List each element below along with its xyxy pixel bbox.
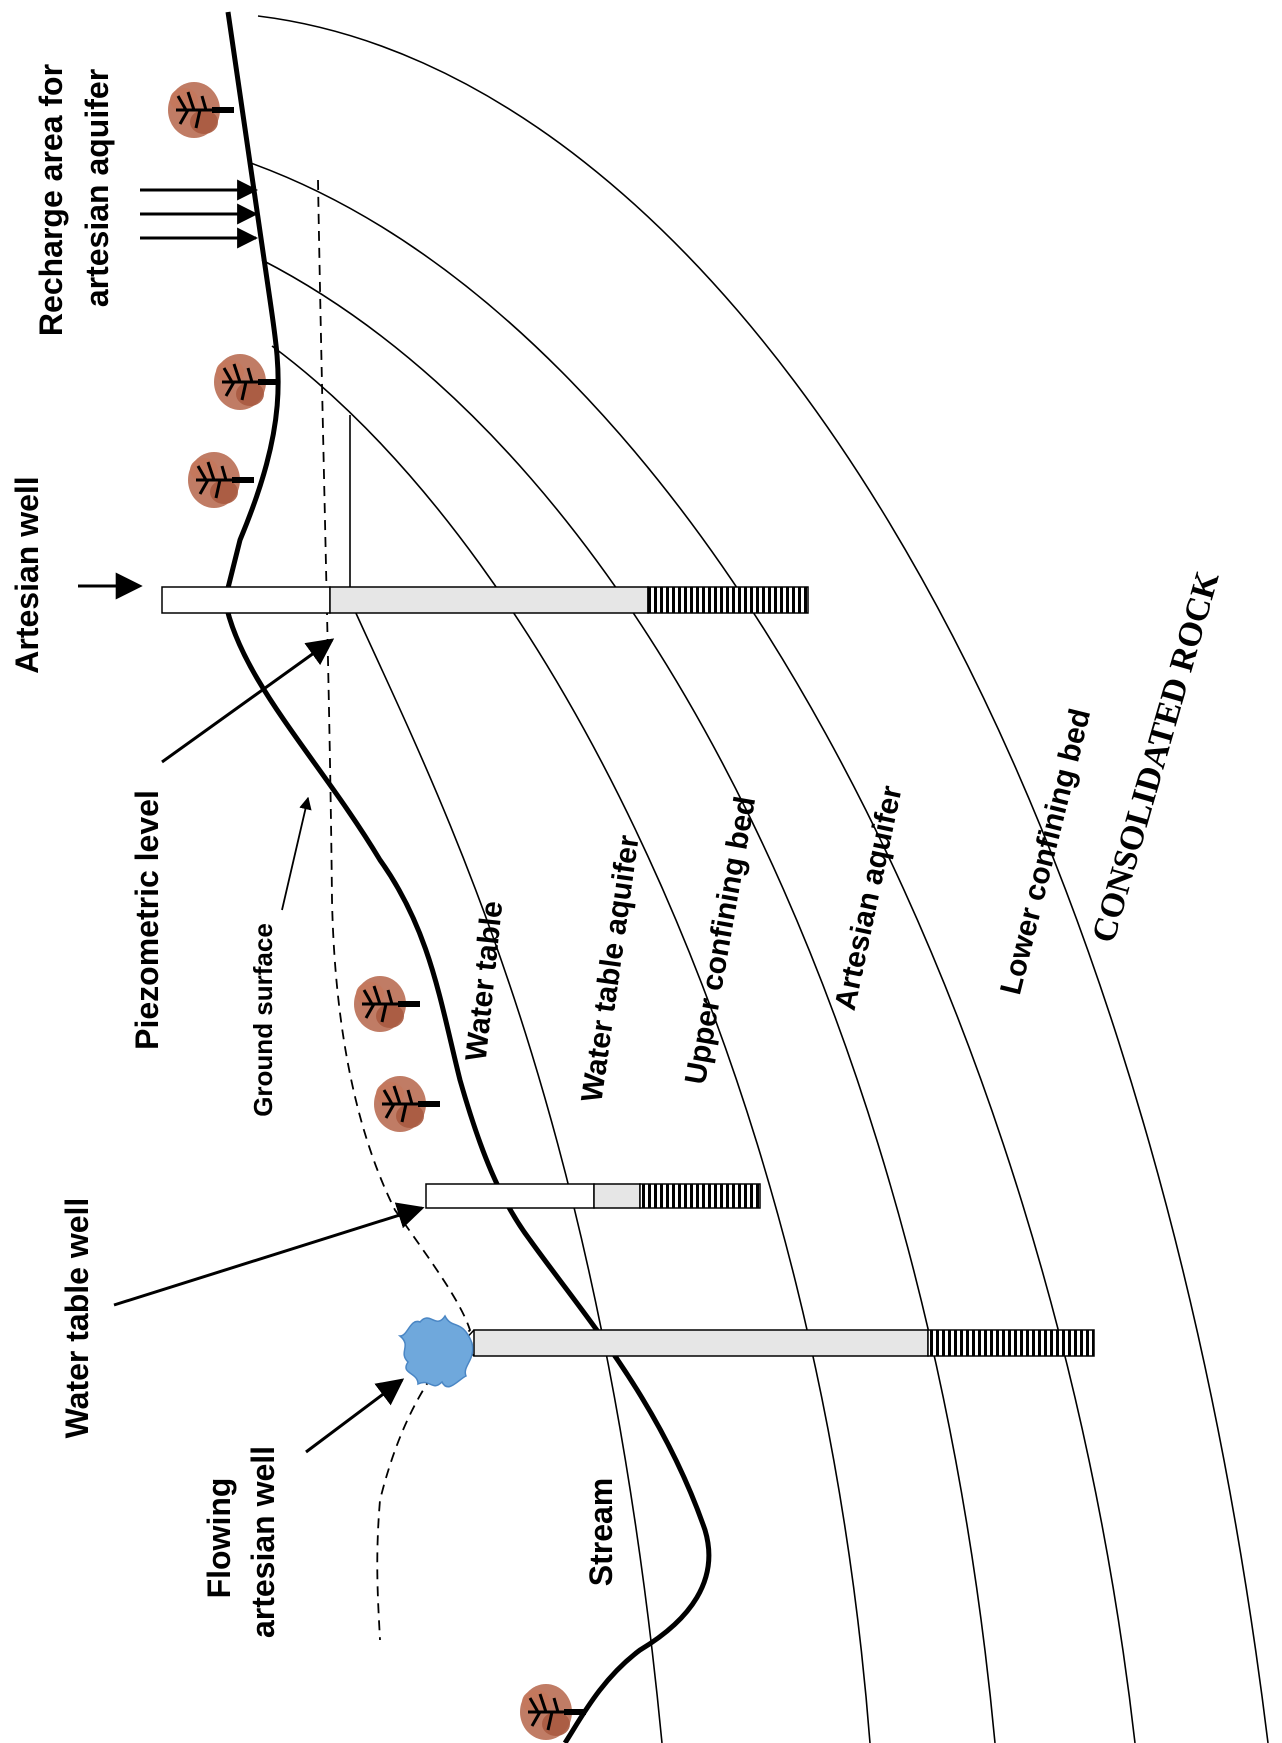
water-table-well — [425, 1183, 761, 1209]
water-table-aquifer-label: Water table aquifer — [576, 833, 646, 1104]
piezometric-level-arrow — [161, 638, 335, 764]
piezometric-level-line — [317, 179, 472, 1641]
consolidated-rock-boundary — [257, 15, 1269, 1743]
artesian-aquifer-label: Artesian aquifer — [829, 783, 909, 1014]
tree-icon — [214, 354, 280, 410]
flowing-label-line1: Flowing — [201, 1478, 237, 1599]
labels: Recharge area for artesian aquifer Artes… — [9, 64, 1227, 1638]
recharge-arrows — [140, 179, 259, 249]
ground-surface-label: Ground surface — [248, 923, 278, 1117]
ground-surface-line — [222, 11, 712, 1743]
tree-icon — [374, 1076, 440, 1132]
tree-icon — [354, 976, 420, 1032]
water-table-well-label: Water table well — [59, 1198, 95, 1439]
flowing-artesian-well — [397, 1314, 1095, 1388]
layer-boundaries — [247, 15, 1269, 1743]
upper-confining-bed-top — [271, 345, 871, 1743]
recharge-label-line1: Recharge area for — [33, 64, 69, 336]
tree-icon — [188, 452, 254, 508]
artesian-well — [161, 586, 809, 614]
consolidated-rock-label: CONSOLIDATED ROCK — [1085, 567, 1227, 947]
stream-label: Stream — [583, 1478, 619, 1587]
lower-confining-bed-top — [247, 161, 1136, 1743]
water-table-label: Water table — [460, 899, 510, 1062]
lower-confining-bed-label: Lower confining bed — [994, 705, 1097, 998]
flowing-label-line2: artesian well — [245, 1446, 281, 1638]
tree-icon — [168, 82, 234, 138]
artesian-well-label: Artesian well — [9, 476, 45, 673]
water-table-well-arrow — [113, 1202, 425, 1307]
artesian-aquifer-top — [261, 259, 996, 1743]
ground-surface-arrow — [281, 796, 312, 911]
water-table-aquifer-top — [349, 415, 663, 1743]
recharge-label-line2: artesian aquifer — [79, 69, 115, 307]
water-splash-icon — [397, 1314, 474, 1388]
upper-confining-bed-label: Upper confining bed — [679, 794, 762, 1087]
flowing-well-arrow — [305, 1378, 405, 1454]
tree-icon — [520, 1684, 586, 1740]
piezometric-level-label: Piezometric level — [129, 790, 165, 1050]
